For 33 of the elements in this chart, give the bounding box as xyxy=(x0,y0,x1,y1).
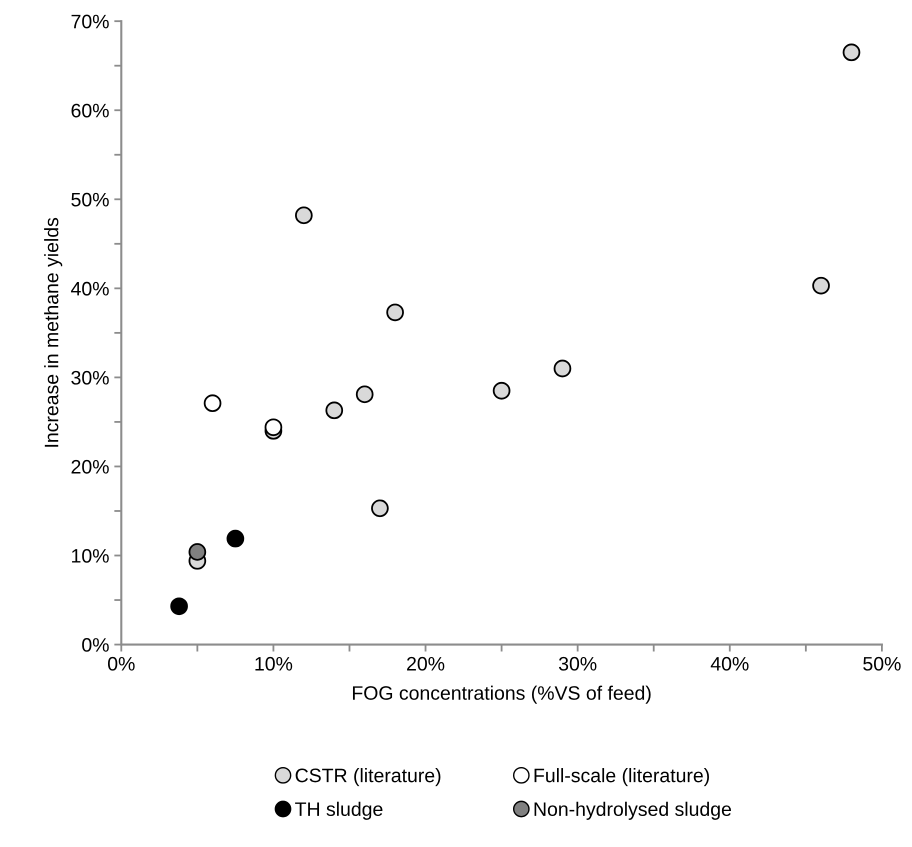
y-axis-title: Increase in methane yields xyxy=(44,218,62,447)
x-tick-label: 30% xyxy=(558,656,596,671)
y-tick-label: 20% xyxy=(72,460,109,474)
point xyxy=(188,543,206,561)
point xyxy=(386,304,404,322)
point xyxy=(812,276,830,294)
point xyxy=(295,206,313,224)
point xyxy=(356,385,374,404)
point xyxy=(842,44,860,62)
x-tick-label: 0% xyxy=(108,656,135,671)
y-tick-label: 40% xyxy=(71,282,109,296)
y-tick-label: 10% xyxy=(72,548,109,563)
point xyxy=(170,597,188,616)
x-axis-title: FOG concentrations (%VS of feed) xyxy=(352,686,651,704)
point xyxy=(371,499,389,518)
y-tick-label: 0% xyxy=(82,638,109,652)
y-tick-label: 50% xyxy=(71,192,109,207)
x-tick-label: 40% xyxy=(710,656,749,671)
legend-label: TH sludge xyxy=(295,802,382,820)
point xyxy=(325,402,344,420)
x-tick-label: 50% xyxy=(863,656,901,671)
y-tick-label: 30% xyxy=(71,370,109,385)
y-tick-label: 70% xyxy=(72,14,109,28)
y-tick-label: 60% xyxy=(72,104,109,118)
point xyxy=(264,418,282,436)
point xyxy=(554,360,572,378)
point xyxy=(226,530,244,548)
x-tick-label: 10% xyxy=(255,656,292,671)
x-tick-label: 20% xyxy=(407,656,444,671)
legend-label: Full-scale (literature) xyxy=(534,768,709,786)
legend-label: Non-hydrolysed sludge xyxy=(534,802,732,820)
point xyxy=(492,382,510,400)
legend-label: CSTR (literature) xyxy=(296,768,440,786)
